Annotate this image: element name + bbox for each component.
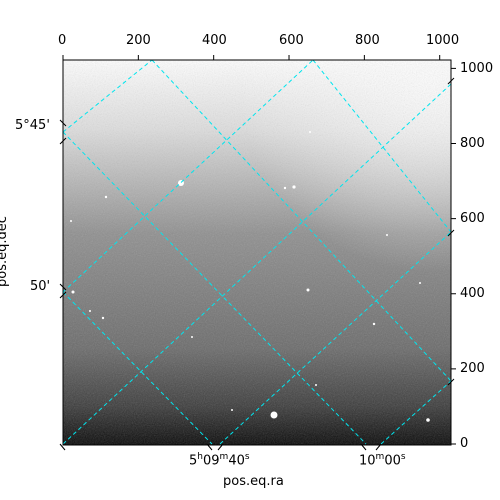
grid-line bbox=[219, 231, 451, 445]
x-axis-label: pos.eq.ra bbox=[223, 474, 284, 489]
grid-line bbox=[312, 60, 451, 233]
top-tick-0: 0 bbox=[58, 33, 67, 48]
grid-line bbox=[380, 380, 451, 445]
y-axis-label: pos.eq.dec bbox=[0, 216, 10, 287]
right-tick-1000: 1000 bbox=[460, 61, 494, 76]
grid-line bbox=[63, 131, 367, 445]
grid-line bbox=[63, 60, 153, 133]
right-axis-ticks bbox=[451, 67, 456, 445]
right-tick-200: 200 bbox=[460, 361, 485, 376]
dec-tick-545: 5°45' bbox=[15, 118, 50, 133]
grid-line bbox=[151, 60, 451, 382]
coordinate-grid bbox=[63, 60, 451, 445]
top-tick-800: 800 bbox=[355, 33, 380, 48]
top-tick-200: 200 bbox=[126, 33, 151, 48]
right-tick-0: 0 bbox=[460, 436, 469, 451]
ra-tick-5h09m40s: 5h09m40s bbox=[189, 452, 250, 469]
grid-line bbox=[63, 60, 314, 293]
right-tick-600: 600 bbox=[460, 211, 485, 226]
ra-tick-10m00s: 10m00s bbox=[359, 452, 406, 469]
world-ticks bbox=[59, 77, 455, 451]
sky-image bbox=[63, 60, 451, 445]
stars bbox=[70, 131, 430, 422]
grid-line bbox=[63, 83, 451, 445]
dec-tick-50: 50' bbox=[30, 279, 51, 294]
top-tick-400: 400 bbox=[202, 33, 227, 48]
plot-frame bbox=[62, 59, 452, 446]
right-tick-800: 800 bbox=[460, 136, 485, 151]
grid-line bbox=[63, 291, 213, 445]
top-tick-1000: 1000 bbox=[426, 33, 460, 48]
right-tick-400: 400 bbox=[460, 286, 485, 301]
top-axis-ticks bbox=[62, 55, 441, 60]
top-tick-600: 600 bbox=[279, 33, 304, 48]
